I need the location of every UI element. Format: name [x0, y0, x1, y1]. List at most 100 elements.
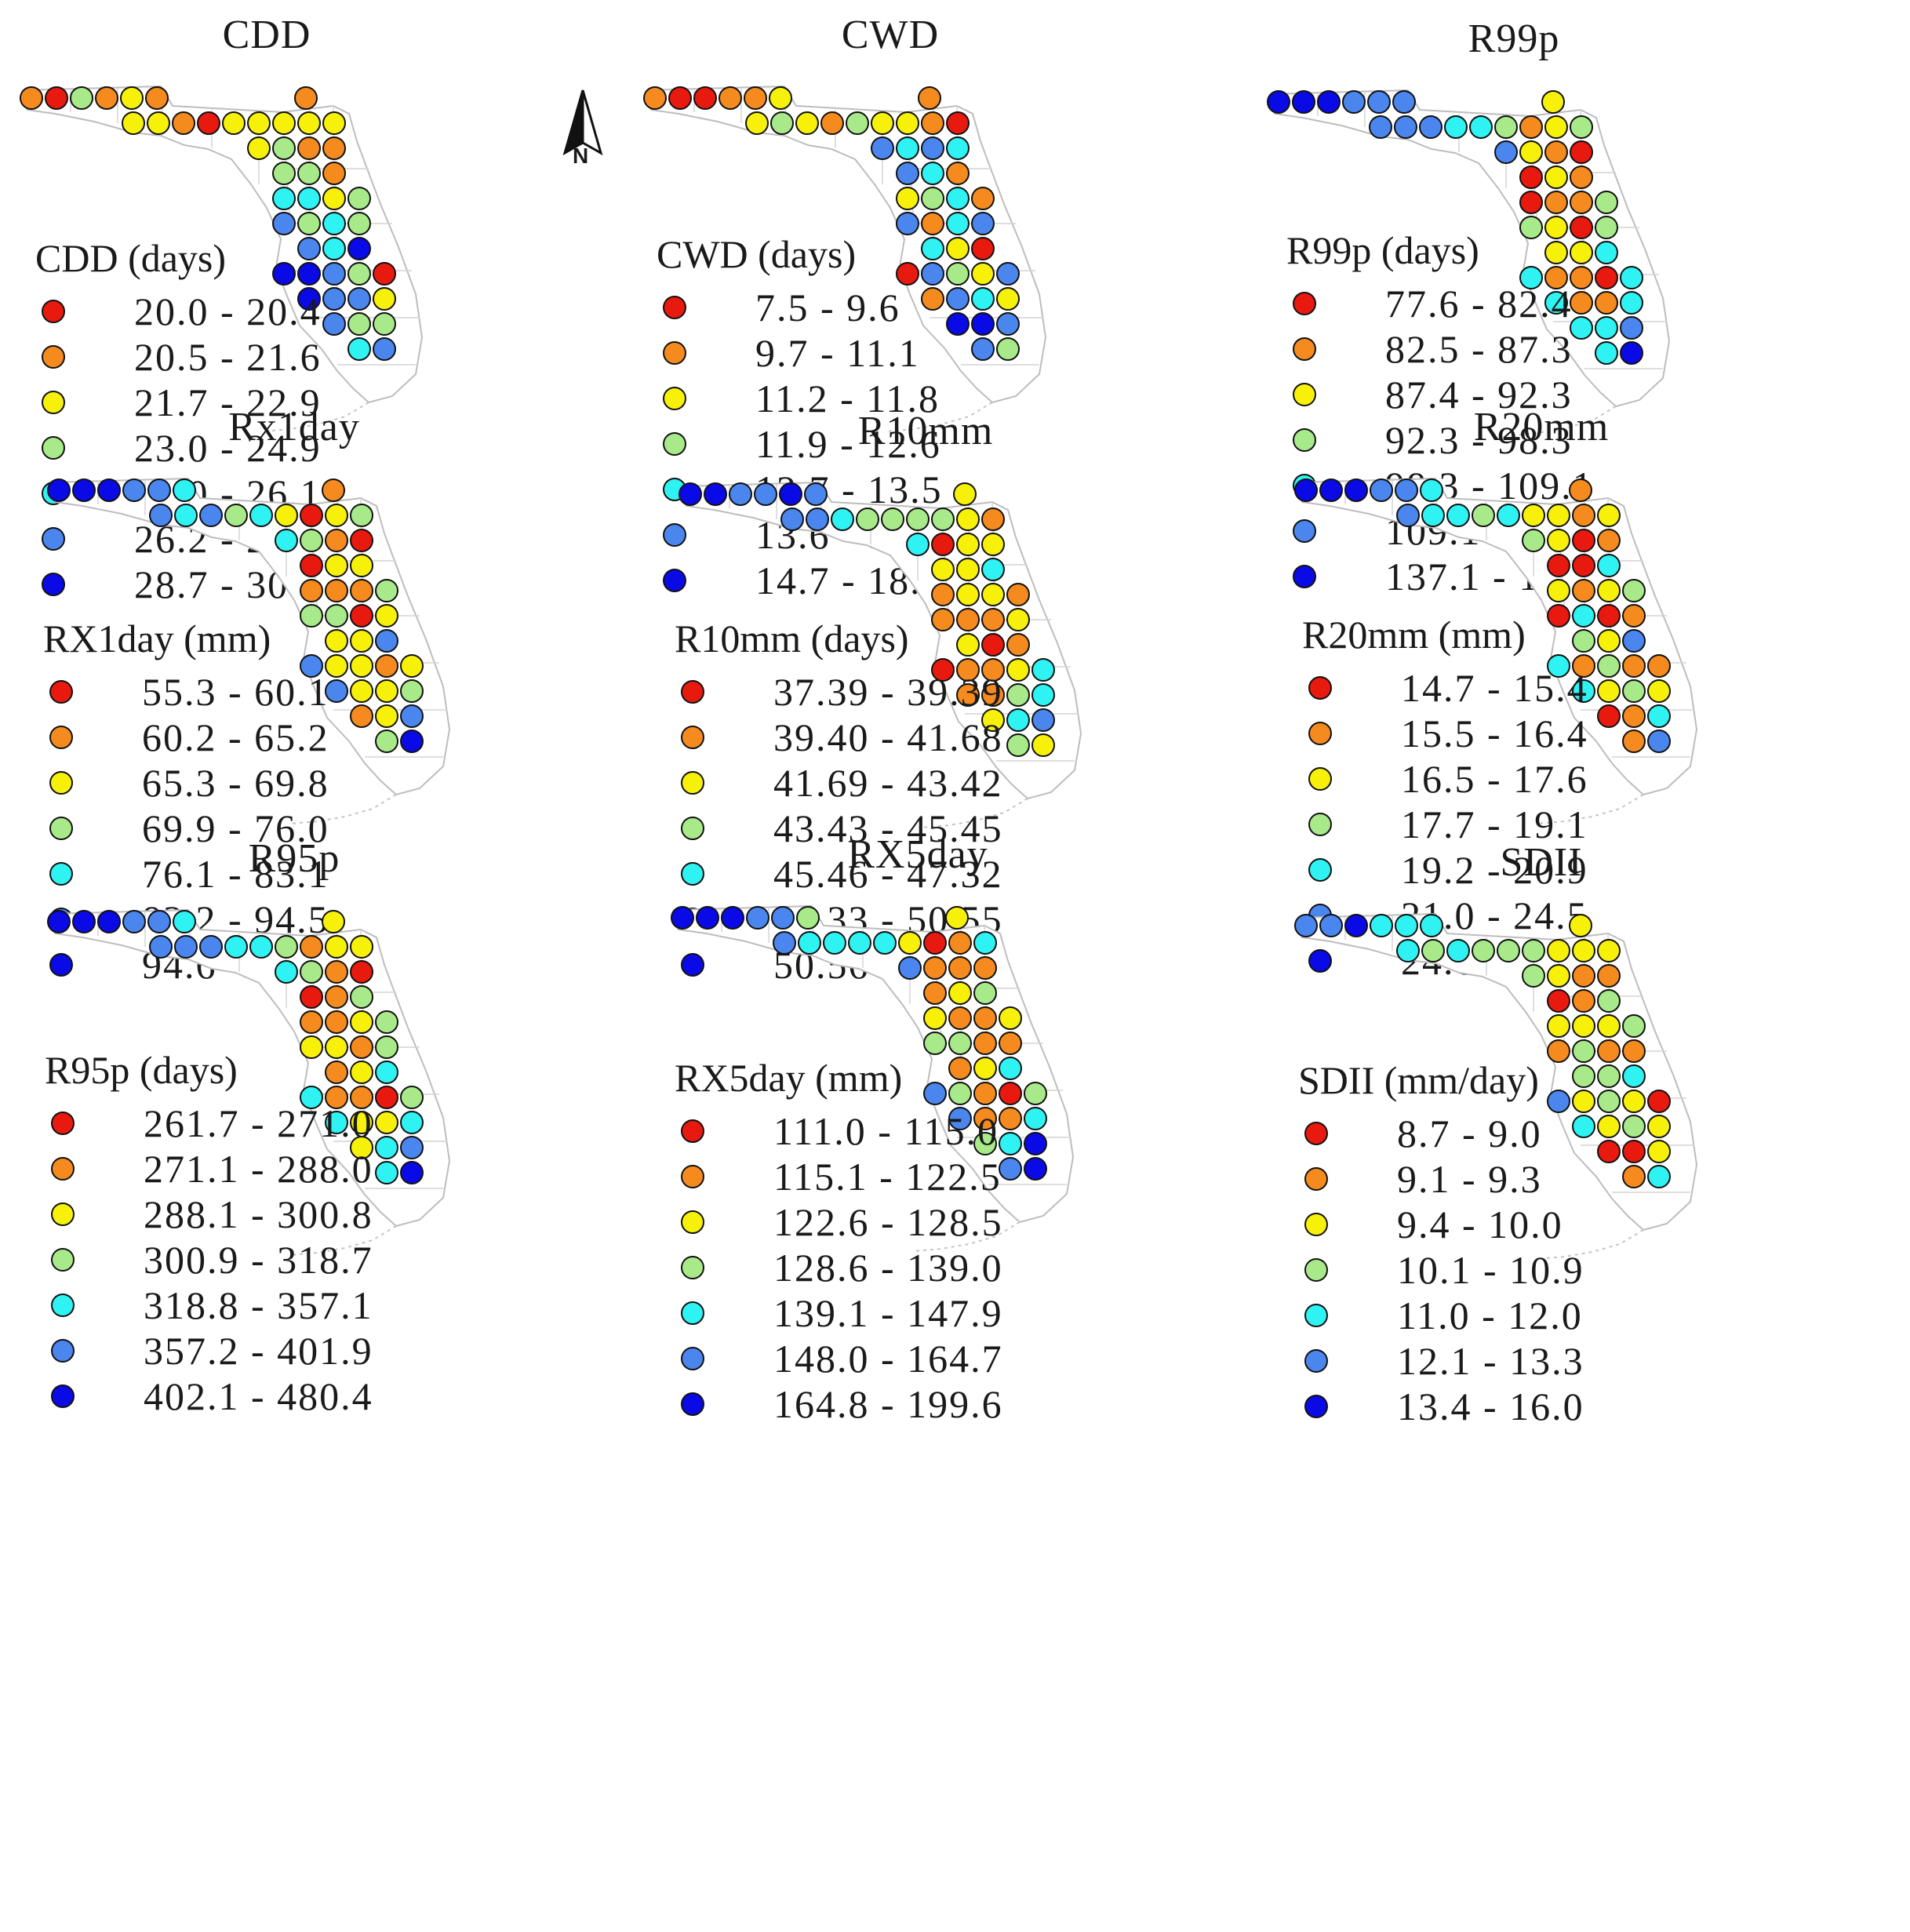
legend-swatch [1304, 1122, 1328, 1145]
station-marker [956, 558, 980, 581]
station-marker [1522, 964, 1545, 988]
station-marker [1006, 708, 1030, 732]
legend-range-label: 23.0 - 24.9 [134, 426, 322, 470]
legend-title: R20mm (mm) [1302, 613, 1526, 657]
station-marker [297, 262, 321, 286]
station-marker [373, 337, 396, 361]
legend-range-label: 261.7 - 271.0 [144, 1101, 373, 1145]
station-marker [946, 237, 970, 260]
legend-swatch [49, 726, 73, 749]
station-marker [1519, 266, 1543, 289]
station-marker [1544, 216, 1568, 239]
legend-range-label: 9.1 - 9.3 [1397, 1157, 1542, 1201]
station-marker [97, 478, 121, 502]
station-marker [1444, 115, 1468, 139]
station-marker [1396, 504, 1420, 527]
station-marker [1446, 504, 1470, 527]
station-marker [921, 262, 944, 286]
legend-item: 43.43 - 45.45 [675, 806, 1003, 851]
station-marker [1421, 504, 1445, 527]
station-marker [1620, 316, 1643, 340]
station-marker [325, 529, 348, 552]
station-marker [931, 558, 955, 581]
station-marker [971, 262, 995, 286]
legend-swatch [1304, 1258, 1328, 1282]
florida-outline [22, 85, 424, 404]
station-marker [1622, 1039, 1646, 1063]
legend: R99p (days) 77.6 - 82.4 82.5 - 87.3 87.4 - … [1286, 227, 1615, 599]
station-marker [956, 658, 980, 682]
legend-swatch [1308, 813, 1332, 836]
legend-range-label: 39.40 - 41.68 [773, 715, 1003, 759]
station-marker [325, 629, 348, 653]
station-marker [956, 633, 980, 657]
legend-range-label: 288.1 - 300.8 [144, 1192, 373, 1236]
station-marker [1570, 166, 1593, 189]
station-marker [1395, 914, 1418, 937]
legend-swatch [42, 300, 65, 323]
station-marker [347, 337, 371, 361]
station-marker [981, 708, 1005, 732]
station-marker [1547, 604, 1570, 628]
legend-swatch [1304, 1395, 1328, 1418]
florida-keys [289, 1225, 397, 1256]
station-marker [1622, 1115, 1646, 1138]
station-marker [744, 86, 767, 110]
station-marker [1595, 316, 1618, 340]
legend-swatch [1308, 722, 1332, 745]
station-marker [375, 679, 398, 703]
station-marker [1519, 191, 1543, 214]
station-marker [122, 478, 146, 502]
station-marker [1544, 191, 1568, 214]
legend-range-label: 20.0 - 20.4 [134, 289, 322, 333]
legend-swatch [42, 527, 65, 551]
station-marker [971, 337, 995, 361]
station-marker [918, 86, 941, 110]
station-marker [1597, 529, 1621, 552]
station-marker [948, 1057, 972, 1080]
station-marker [172, 111, 195, 135]
legend-range-label: 65.3 - 69.8 [142, 761, 329, 805]
legend-swatch [51, 1202, 75, 1226]
legend-range-label: 17.7 - 19.1 [1401, 802, 1588, 846]
station-marker [300, 1035, 323, 1059]
legend-item: 10.1 - 10.9 [1298, 1247, 1584, 1293]
station-marker [197, 111, 220, 135]
legend-item: 37.39 - 39.39 [675, 669, 1003, 715]
legend-range-label: 69.9 - 76.0 [142, 806, 329, 850]
station-marker [149, 935, 173, 959]
station-marker [325, 985, 348, 1009]
legend-swatch [663, 341, 686, 365]
florida-outline [1269, 89, 1671, 408]
legend-swatch [49, 953, 73, 977]
station-marker [1294, 914, 1318, 937]
panel-title: Rx1day [228, 405, 360, 449]
florida-map [671, 904, 1075, 1252]
station-marker [1472, 504, 1495, 527]
station-marker [1544, 140, 1568, 164]
station-marker [375, 1161, 398, 1184]
florida-outline [646, 85, 1047, 404]
station-marker [322, 312, 346, 336]
legend-item: 69.9 - 76.0 [43, 806, 351, 851]
station-marker [95, 86, 118, 110]
station-marker [754, 482, 777, 506]
legend-range-label: 11.2 - 11.8 [755, 377, 940, 420]
legend-range-label: 164.8 - 199.6 [773, 1382, 1003, 1426]
station-marker [1420, 478, 1443, 502]
station-marker [20, 86, 43, 110]
station-marker [1572, 1039, 1595, 1063]
station-marker [1572, 1014, 1595, 1038]
station-marker [871, 136, 894, 160]
legend-title: R10mm (days) [675, 617, 909, 660]
legend-swatch [681, 1347, 704, 1370]
station-marker [1622, 629, 1646, 653]
station-marker [72, 478, 96, 502]
station-marker [1396, 939, 1420, 962]
station-marker [921, 111, 944, 135]
station-marker [973, 1107, 997, 1130]
station-marker [350, 504, 373, 527]
station-marker [1544, 266, 1568, 289]
station-marker [773, 931, 796, 955]
station-marker [1595, 241, 1618, 264]
